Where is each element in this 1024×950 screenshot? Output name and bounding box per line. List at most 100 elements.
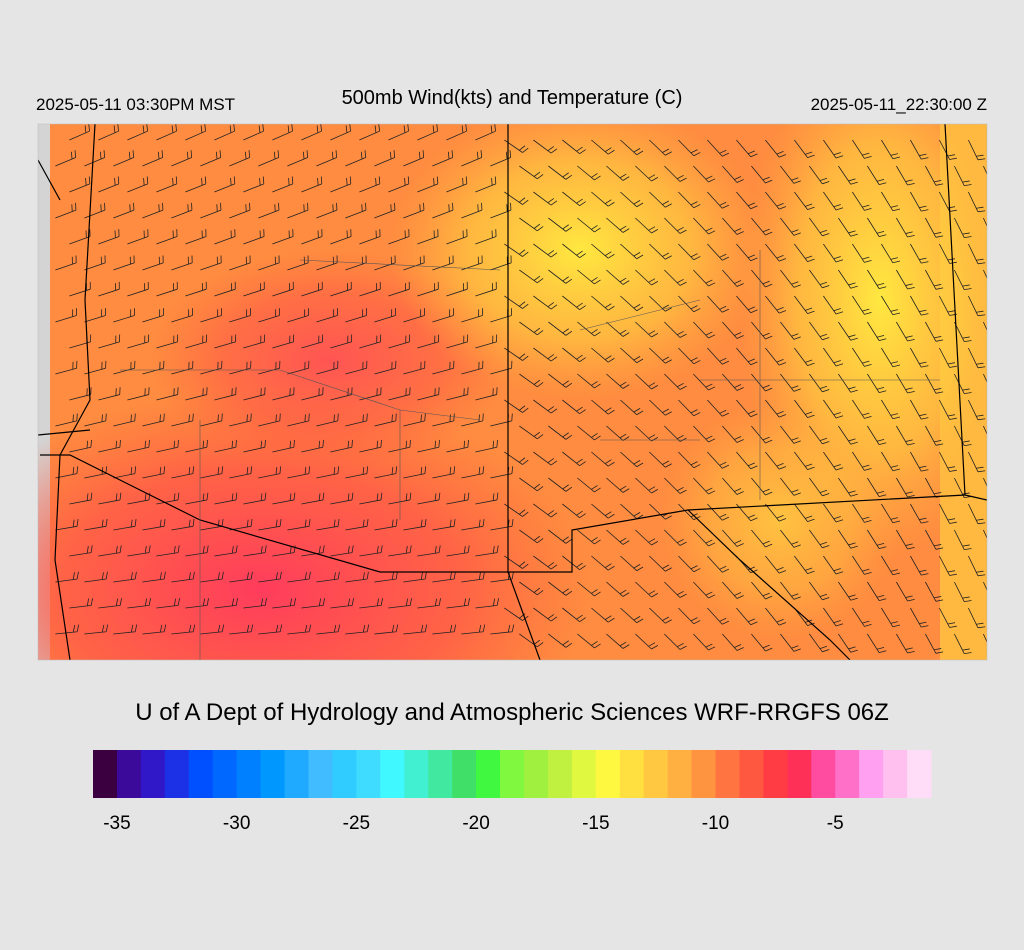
colorbar-tick-label: -25 (343, 813, 370, 834)
wind-barb (185, 124, 206, 141)
wind-barb (591, 191, 615, 207)
wind-barb (780, 633, 801, 652)
wind-barb (925, 425, 944, 446)
wind-barb (954, 165, 972, 187)
wind-barb (84, 150, 106, 167)
wind-barb (55, 360, 78, 375)
wind-barb (809, 269, 830, 289)
wind-barb (272, 281, 294, 297)
wind-barb (156, 439, 179, 453)
wind-barb (983, 217, 987, 227)
wind-barb (925, 529, 944, 550)
wind-barb (330, 334, 353, 349)
colorbar-box (571, 750, 597, 798)
wind-barb (98, 492, 122, 505)
wind-barb (968, 451, 986, 473)
colorbar-box (739, 750, 764, 798)
wind-barb (954, 581, 972, 603)
wind-barb (185, 281, 207, 297)
wind-barb (794, 503, 815, 522)
wind-barb (287, 308, 309, 323)
wind-barb (939, 243, 957, 264)
wind-barb (852, 607, 872, 627)
wind-barb (98, 439, 121, 453)
wind-barb (881, 503, 901, 524)
wind-barb (780, 373, 801, 392)
wind-barb (722, 269, 744, 287)
wind-barb (490, 624, 515, 635)
wind-barb (142, 255, 164, 271)
wind-barb (577, 425, 601, 441)
wind-barb (852, 243, 872, 263)
wind-barb (519, 373, 544, 388)
wind-barb (780, 529, 801, 548)
wind-barb (693, 477, 716, 495)
wind-barb (533, 503, 558, 518)
wind-barb (533, 451, 558, 466)
wind-barb (345, 518, 369, 531)
wind-barb (664, 477, 687, 494)
wind-barb (475, 545, 499, 557)
wind-barb (852, 139, 872, 159)
wind-barb (635, 425, 659, 442)
wind-barb (765, 243, 787, 262)
colorbar: -35 -30 -25 -20 -15 -10 -5 (93, 750, 932, 834)
wind-barb (823, 451, 844, 471)
wind-barb (475, 176, 497, 193)
wind-barb (84, 202, 106, 219)
wind-barb (214, 229, 236, 245)
wind-barb (345, 202, 367, 219)
wind-barb (330, 229, 352, 245)
wind-barb (533, 347, 558, 362)
wind-barb (823, 399, 844, 419)
wind-barb (867, 581, 887, 601)
wind-barb (620, 191, 644, 208)
wind-barb (693, 425, 716, 443)
wind-barb (185, 492, 209, 505)
wind-barb (780, 477, 801, 496)
wind-barb (896, 269, 915, 290)
wind-barb (823, 139, 844, 159)
wind-barb (881, 451, 901, 472)
wind-barb (98, 176, 120, 193)
wind-barb (736, 451, 758, 470)
colorbar-box (188, 750, 214, 798)
wind-barb (533, 139, 558, 154)
map-title: 500mb Wind(kts) and Temperature (C) (342, 87, 683, 109)
wind-barb (359, 439, 382, 453)
wind-barb (751, 269, 773, 288)
wind-barb (142, 466, 166, 479)
wind-barb (345, 466, 369, 479)
wind-barb (867, 425, 887, 445)
wind-barb (156, 492, 180, 505)
wind-barb (98, 545, 122, 557)
wind-barb (562, 347, 586, 362)
wind-barb (562, 451, 586, 466)
wind-barb (765, 139, 787, 158)
wind-barb (374, 255, 396, 271)
wind-barb (649, 243, 672, 260)
wind-barb (127, 387, 150, 401)
wind-barb (751, 581, 773, 600)
wind-barb (896, 217, 915, 238)
wind-barb (113, 413, 136, 427)
county-borders (120, 250, 940, 660)
wind-barb (838, 269, 858, 289)
map (38, 124, 987, 660)
colorbar-box (380, 750, 405, 798)
wind-barb (678, 295, 701, 313)
wind-barb (519, 269, 544, 284)
wind-barb (983, 425, 987, 435)
wind-barb (417, 334, 440, 349)
colorbar-tick-label: -15 (582, 813, 609, 834)
wind-barb (649, 191, 672, 208)
wind-barb (432, 308, 454, 323)
colorbar-box (500, 750, 525, 798)
colorbar-tick-label: -20 (462, 813, 489, 834)
wind-barb (185, 387, 208, 401)
colorbar-box (164, 750, 190, 798)
wind-barb (533, 399, 558, 414)
wind-barb (55, 202, 77, 219)
wind-barb (388, 492, 412, 505)
wind-barb (968, 347, 986, 369)
